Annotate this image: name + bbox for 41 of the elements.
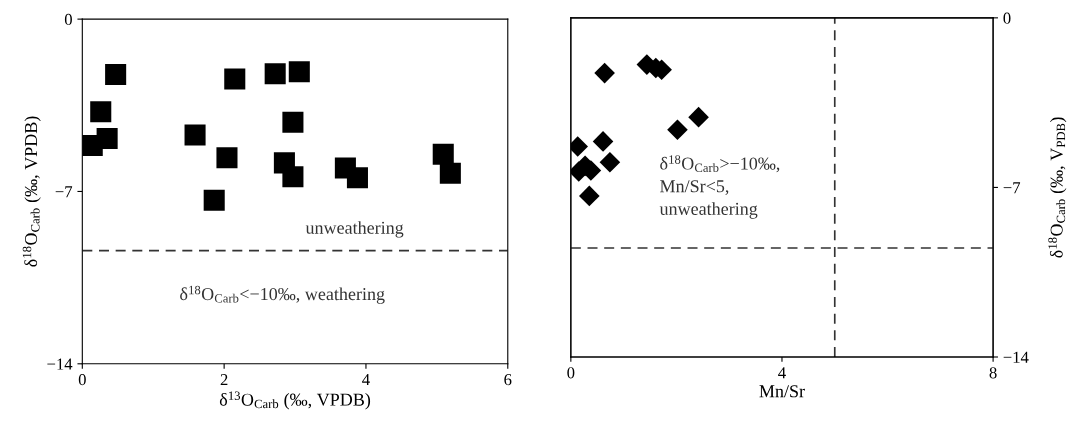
point — [288, 61, 310, 83]
y-tick-label: 0 — [64, 13, 72, 26]
point — [90, 101, 112, 123]
x-tick-label: 2 — [220, 374, 228, 386]
x-tick-label: 4 — [778, 367, 786, 379]
point — [224, 68, 246, 90]
y-tick-label: −14 — [47, 358, 73, 370]
point — [570, 136, 589, 157]
point — [264, 63, 286, 85]
point — [346, 167, 368, 189]
point — [105, 63, 127, 86]
y2-tick-label: −7 — [1003, 182, 1021, 194]
point — [184, 124, 206, 146]
point — [203, 189, 225, 211]
point — [82, 134, 103, 156]
y2-axis-title: δ$^{18}$O$_{Carb}$ (‰, V$_{PDB}$) — [1048, 117, 1067, 258]
point — [594, 62, 615, 84]
point — [216, 147, 238, 169]
y2-tick-label: 0 — [1003, 12, 1011, 24]
point — [282, 166, 304, 188]
x-axis-title: δ$^{13}$O$_{Carb}$ (‰, VPDB) — [219, 391, 371, 410]
x-tick-label: 6 — [504, 374, 512, 386]
annotation: δ$^{18}$O$_{Carb}$<−10‰, weathering — [180, 285, 385, 304]
annotation: δ$^{18}$O$_{Carb}$>−10‰, Mn/Sr<5, unweathering — [659, 155, 780, 219]
point — [592, 131, 614, 152]
point — [599, 151, 621, 173]
point — [439, 162, 461, 184]
point — [432, 143, 454, 165]
annotation: unweathering — [305, 221, 404, 238]
y-axis-title: δ$^{18}$O$_{Carb}$ (‰, VPDB) — [22, 116, 41, 267]
x-tick-label: 4 — [362, 374, 370, 386]
x-tick-label: 8 — [989, 367, 997, 379]
x-axis-title: Mn/Sr — [759, 385, 805, 398]
point — [282, 111, 304, 133]
y2-tick-label: −14 — [1003, 351, 1029, 363]
point — [688, 106, 709, 128]
point — [667, 119, 688, 141]
point — [579, 185, 600, 207]
x-tick-label: 0 — [78, 374, 86, 386]
x-tick-label: 0 — [567, 367, 575, 379]
y-tick-label: −7 — [55, 186, 73, 198]
